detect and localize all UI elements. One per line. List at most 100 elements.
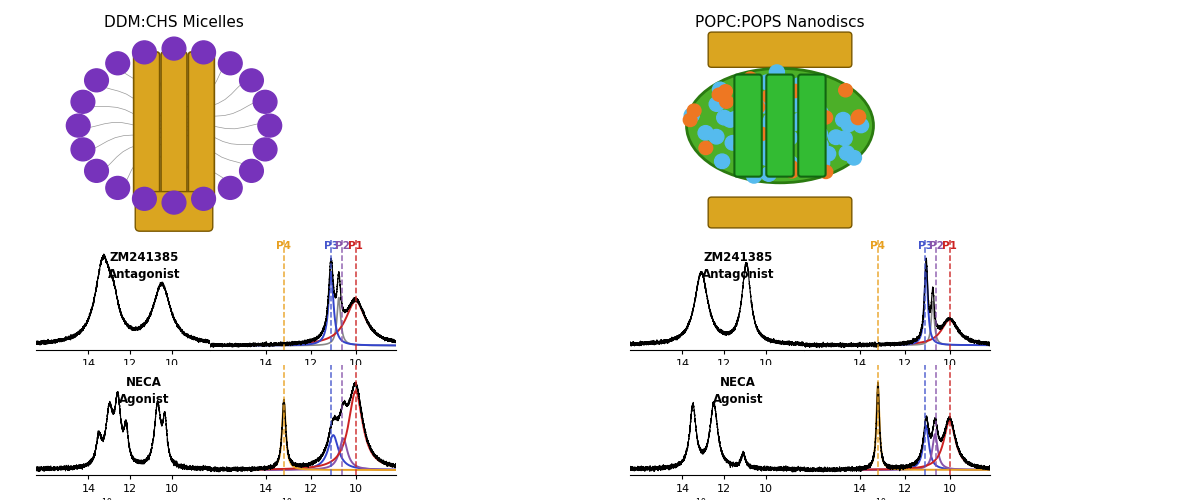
Circle shape [803,109,818,124]
Circle shape [852,110,865,123]
Circle shape [71,90,95,113]
Circle shape [748,148,762,163]
Circle shape [828,130,844,144]
Circle shape [162,37,186,60]
Circle shape [684,108,700,122]
Circle shape [820,166,833,178]
Circle shape [751,100,764,114]
Circle shape [744,72,757,85]
Circle shape [812,127,828,142]
X-axis label: $\delta\,^{19}$F[ppm]: $\delta\,^{19}$F[ppm] [92,497,154,500]
Circle shape [835,112,851,127]
Text: P1: P1 [348,241,364,251]
FancyBboxPatch shape [767,74,793,176]
X-axis label: $\delta\,^{19}$F[ppm]: $\delta\,^{19}$F[ppm] [686,372,748,390]
Circle shape [821,146,835,161]
Circle shape [796,94,811,108]
Circle shape [698,126,713,140]
Circle shape [760,151,774,166]
Text: POPC:POPS Nanodiscs: POPC:POPS Nanodiscs [695,15,865,30]
Circle shape [162,191,186,214]
Circle shape [743,112,758,127]
Circle shape [192,41,216,64]
Circle shape [814,106,828,120]
Text: NECA
Agonist: NECA Agonist [119,376,169,406]
X-axis label: $\delta\,^{19}$F[ppm]: $\delta\,^{19}$F[ppm] [92,372,154,390]
Circle shape [739,134,754,149]
Circle shape [85,69,108,92]
X-axis label: $\delta\,^{19}$F[ppm]: $\delta\,^{19}$F[ppm] [272,372,334,390]
Circle shape [688,104,701,118]
Circle shape [746,90,761,104]
Circle shape [776,106,791,120]
Circle shape [838,131,852,146]
Circle shape [788,84,802,98]
Circle shape [683,114,697,126]
Circle shape [698,142,713,154]
Circle shape [755,128,768,140]
Circle shape [734,104,750,118]
Circle shape [782,156,798,170]
Circle shape [258,114,282,137]
FancyBboxPatch shape [708,32,852,68]
Circle shape [728,112,743,126]
Circle shape [818,111,833,124]
Circle shape [762,90,775,103]
FancyBboxPatch shape [136,192,212,231]
Circle shape [719,84,732,98]
Circle shape [725,136,740,150]
Circle shape [796,99,810,114]
Circle shape [739,128,754,142]
Circle shape [132,188,156,210]
Circle shape [240,160,263,182]
Circle shape [757,98,773,113]
Text: P4: P4 [870,241,886,251]
Circle shape [253,90,277,113]
Circle shape [218,176,242,200]
Circle shape [766,91,779,104]
X-axis label: $\delta\,^{19}$F[ppm]: $\delta\,^{19}$F[ppm] [686,497,748,500]
Circle shape [841,117,856,132]
Circle shape [811,82,824,95]
Circle shape [851,112,865,124]
Circle shape [763,113,779,128]
Circle shape [791,114,806,128]
FancyBboxPatch shape [708,197,852,228]
Text: P4: P4 [276,241,292,251]
Circle shape [761,167,776,182]
Text: NECA
Agonist: NECA Agonist [713,376,763,406]
Circle shape [218,52,242,74]
X-axis label: $\delta\,^{19}$F[ppm]: $\delta\,^{19}$F[ppm] [866,372,928,390]
Circle shape [803,76,817,90]
Circle shape [713,88,726,102]
Circle shape [815,156,829,170]
Circle shape [785,160,798,174]
Circle shape [787,116,802,130]
Circle shape [809,142,823,156]
Circle shape [791,78,806,92]
X-axis label: $\delta\,^{19}$F[ppm]: $\delta\,^{19}$F[ppm] [272,497,334,500]
Circle shape [66,114,90,137]
Circle shape [106,176,130,200]
FancyBboxPatch shape [798,74,826,176]
FancyBboxPatch shape [188,52,215,200]
Circle shape [744,93,758,108]
Circle shape [240,69,263,92]
Text: P3: P3 [324,241,338,251]
Circle shape [754,92,769,106]
FancyBboxPatch shape [161,52,187,200]
Circle shape [71,138,95,161]
FancyBboxPatch shape [734,74,762,176]
Circle shape [782,130,798,145]
Text: P3: P3 [918,241,932,251]
Text: P1: P1 [942,241,958,251]
Circle shape [714,154,730,168]
Circle shape [769,65,785,80]
Circle shape [767,85,781,98]
X-axis label: $\delta\,^{19}$F[ppm]: $\delta\,^{19}$F[ppm] [866,497,928,500]
Circle shape [797,80,812,94]
Circle shape [744,140,758,154]
Circle shape [809,126,823,139]
Circle shape [737,130,752,144]
Circle shape [814,138,828,152]
